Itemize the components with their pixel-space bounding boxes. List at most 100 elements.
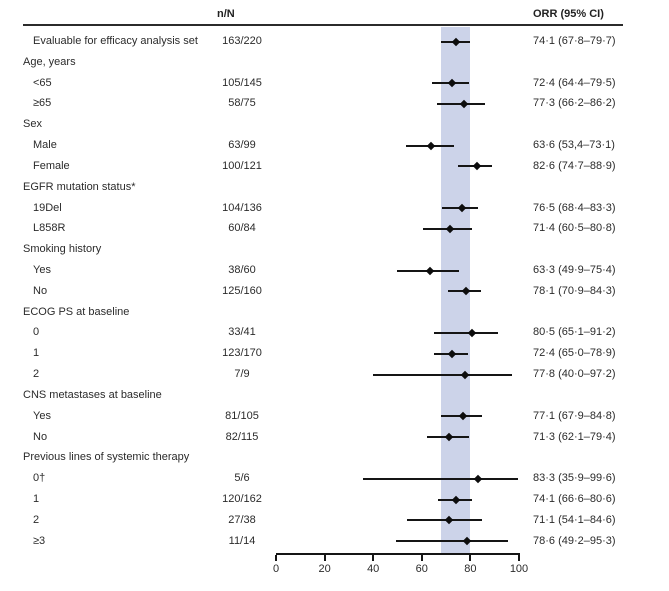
row-label: Age, years (23, 55, 76, 68)
subgroup-header-row: Sex (0, 114, 669, 135)
orr-ci-value: 80·5 (65·1–91·2) (533, 326, 616, 339)
point-estimate-marker (451, 37, 461, 46)
n-over-N-value: 123/170 (222, 347, 262, 360)
point-estimate-marker (457, 203, 467, 213)
row-label: ≥3 (33, 534, 46, 547)
confidence-interval-line (434, 331, 498, 334)
column-header-n-over-N: n/N (217, 8, 235, 20)
point-estimate-marker (459, 412, 468, 421)
subgroup-header-row: ECOG PS at baseline (0, 302, 669, 323)
orr-ci-value: 78·1 (70·9–84·3) (533, 284, 616, 297)
forest-data-row: 0† 5/6 83·3 (35·9–99·6) (0, 468, 669, 489)
x-axis-tick-label: 0 (272, 563, 280, 575)
n-over-N-value: 5/6 (234, 472, 250, 485)
point-estimate-marker (474, 474, 483, 483)
n-over-N-value: 11/14 (228, 534, 256, 547)
n-over-N-value: 27/38 (228, 513, 256, 526)
column-header-orr-ci: ORR (95% CI) (533, 8, 604, 20)
subgroup-header-row: EGFR mutation status* (0, 177, 669, 198)
n-over-N-value: 100/121 (222, 159, 262, 172)
subgroup-header-row: Age, years (0, 52, 669, 73)
n-over-N-value: 163/220 (222, 35, 262, 47)
orr-ci-value: 71·1 (54·1–84·6) (533, 513, 616, 526)
row-label: Smoking history (23, 243, 102, 256)
orr-ci-value: 77·8 (40·0–97·2) (533, 368, 616, 381)
row-label: No (33, 430, 48, 443)
point-estimate-marker (425, 266, 435, 275)
n-over-N-value: 81/105 (225, 409, 259, 422)
row-label: 2 (33, 368, 40, 381)
row-label: Previous lines of systemic therapy (23, 451, 190, 464)
n-over-N-value: 38/60 (228, 264, 256, 277)
forest-data-row: No 125/160 78·1 (70·9–84·3) (0, 281, 669, 302)
row-label: 2 (33, 513, 40, 526)
row-label: Female (33, 159, 70, 172)
confidence-interval-line (373, 373, 513, 376)
forest-data-row: Evaluable for efficacy analysis set 163/2… (0, 31, 669, 52)
forest-data-row: Female 100/121 82·6 (74·7–88·9) (0, 156, 669, 177)
confidence-interval-line (407, 519, 482, 522)
point-estimate-marker (444, 516, 454, 525)
row-label: Sex (23, 118, 42, 131)
orr-ci-value: 72·4 (64·4–79·5) (533, 76, 616, 89)
x-axis-line (276, 553, 520, 555)
n-over-N-value: 33/41 (228, 326, 256, 339)
point-estimate-marker (462, 536, 472, 546)
x-axis-tick (275, 555, 277, 561)
x-axis-tick (372, 555, 375, 561)
subgroup-header-row: Previous lines of systemic therapy (0, 447, 669, 468)
forest-data-row: 2 27/38 71·1 (54·1–84·6) (0, 510, 669, 531)
subgroup-header-row: Smoking history (0, 239, 669, 260)
point-estimate-marker (447, 349, 457, 359)
row-label: CNS metastases at baseline (23, 388, 162, 401)
n-over-N-value: 105/145 (222, 76, 262, 89)
orr-ci-value: 82·6 (74·7–88·9) (533, 159, 616, 172)
forest-data-row: Yes 38/60 63·3 (49·9–75·4) (0, 260, 669, 281)
n-over-N-value: 104/136 (222, 201, 262, 214)
row-label: No (33, 284, 48, 297)
row-label: L858R (33, 222, 66, 235)
orr-ci-value: 72·4 (65·0–78·9) (533, 347, 616, 360)
confidence-interval-line (395, 540, 508, 543)
row-label: ECOG PS at baseline (23, 305, 130, 318)
row-label: 0† (33, 472, 46, 485)
x-axis-tick-label: 100 (509, 563, 529, 575)
header-rule (23, 24, 623, 26)
row-label: 1 (33, 493, 40, 506)
x-axis-tick (518, 555, 520, 561)
forest-data-row: <65 105/145 72·4 (64·4–79·5) (0, 73, 669, 94)
n-over-N-value: 125/160 (222, 284, 262, 297)
orr-ci-value: 78·6 (49·2–95·3) (533, 534, 616, 547)
row-label: Male (33, 139, 57, 152)
forest-data-row: Male 63/99 63·6 (53,4–73·1) (0, 135, 669, 156)
forest-data-row: 0 33/41 80·5 (65·1–91·2) (0, 322, 669, 343)
x-axis-tick (469, 555, 472, 561)
row-label: EGFR mutation status* (23, 180, 136, 193)
forest-data-row: 1 123/170 72·4 (65·0–78·9) (0, 343, 669, 364)
x-axis-tick (323, 555, 326, 561)
orr-ci-value: 77·3 (66·2–86·2) (533, 97, 616, 110)
row-label: Yes (33, 264, 51, 277)
forest-data-row: 1 120/162 74·1 (66·6–80·6) (0, 489, 669, 510)
row-label: 0 (33, 326, 40, 339)
forest-data-row: 19Del 104/136 76·5 (68·4–83·3) (0, 198, 669, 219)
x-axis-tick-label: 60 (415, 563, 428, 575)
n-over-N-value: 82/115 (225, 430, 259, 443)
point-estimate-marker (460, 370, 470, 379)
row-label: Yes (33, 409, 51, 422)
point-estimate-marker (459, 99, 469, 109)
point-estimate-marker (426, 141, 435, 150)
row-label: <65 (33, 76, 52, 89)
orr-ci-value: 71·4 (60·5–80·8) (533, 222, 616, 235)
point-estimate-marker (445, 432, 454, 442)
orr-ci-value: 74·1 (67·8–79·7) (533, 35, 616, 47)
n-over-N-value: 60/84 (228, 222, 256, 235)
point-estimate-marker (451, 495, 461, 504)
orr-ci-value: 83·3 (35·9–99·6) (533, 472, 616, 485)
orr-ci-value: 74·1 (66·6–80·6) (533, 493, 616, 506)
orr-ci-value: 77·1 (67·9–84·8) (533, 409, 616, 422)
subgroup-header-row: CNS metastases at baseline (0, 385, 669, 406)
x-axis-tick-label: 80 (464, 563, 477, 575)
x-axis-tick (420, 555, 423, 561)
